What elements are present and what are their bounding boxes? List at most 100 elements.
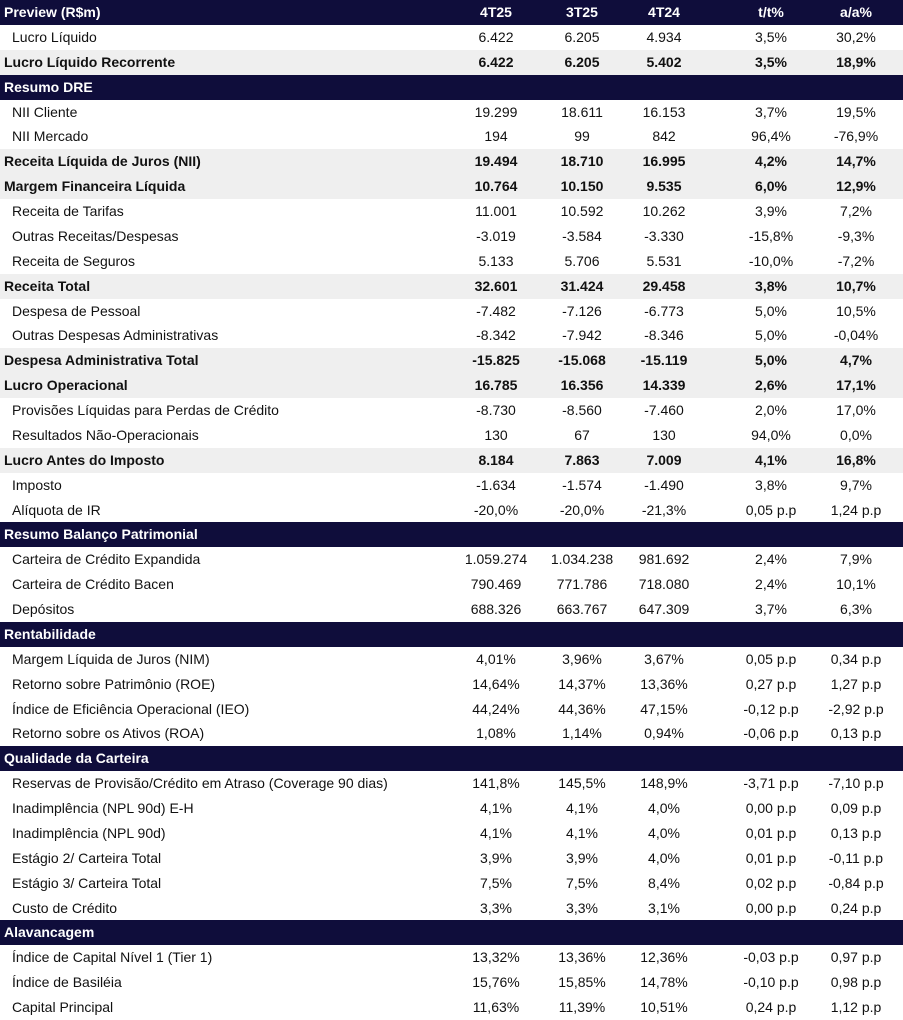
cell-value: 0,34 p.p — [830, 650, 882, 667]
row-label: Retorno sobre Patrimônio (ROE) — [12, 675, 216, 692]
cell-value: 3,8% — [755, 277, 787, 294]
table-header: Preview (R$m) 4T25 3T25 4T24 t/t% a/a% — [0, 0, 903, 25]
section-title: Qualidade da Carteira — [4, 750, 149, 767]
table-row: Estágio 2/ Carteira Total 3,9% 3,9% 4,0% 0,0… — [0, 846, 903, 871]
cell-value: 5.531 — [646, 252, 682, 269]
row-label: Alíquota de IR — [12, 501, 101, 518]
cell-value: 7.863 — [564, 451, 600, 468]
cell-value: -8.560 — [562, 402, 602, 418]
cell-value: 7.009 — [646, 451, 682, 468]
cell-value: 16.356 — [560, 377, 604, 394]
cell-value: 11.001 — [475, 203, 517, 219]
section-title: Rentabilidade — [4, 625, 96, 642]
table-row: Outras Despesas Administrativas -8.342 -7.… — [0, 323, 903, 348]
cell-value: 17,1% — [836, 377, 876, 394]
cell-value: -76,9% — [833, 128, 879, 145]
cell-value: 5.706 — [564, 252, 600, 269]
row-label: Estágio 3/ Carteira Total — [12, 874, 162, 891]
cell-value: 10.592 — [560, 203, 604, 219]
table-row: Reservas de Provisão/Crédito em Atraso (… — [0, 771, 903, 796]
row-label: NII Mercado — [12, 128, 89, 145]
row-label: Índice de Eficiência Operacional (IEO) — [12, 700, 250, 717]
cell-value: 5,0% — [755, 352, 787, 369]
cell-value: 5.402 — [646, 53, 682, 70]
cell-value: 1,27 p.p — [830, 675, 882, 692]
cell-value: 0,02 p.p — [745, 874, 797, 891]
table-row: Carteira de Crédito Bacen 790.469 771.786 7… — [0, 572, 903, 597]
cell-value: -7.482 — [476, 302, 516, 319]
cell-value: -0,06 p.p — [743, 725, 799, 742]
table-row: Custo de Crédito 3,3% 3,3% 3,1% 0,00 p.p 0,24… — [0, 896, 903, 921]
cell-value: 3,5% — [755, 28, 787, 45]
cell-value: 18.611 — [561, 103, 603, 120]
cell-value: 67 — [574, 426, 590, 443]
cell-value: 4,1% — [566, 824, 598, 841]
row-label: Outras Receitas/Despesas — [12, 227, 179, 244]
cell-value: 14,78% — [640, 974, 688, 991]
table-row: Receita de Tarifas 11.001 10.592 10.262 3,9%… — [0, 199, 903, 224]
cell-value: 0,00 p.p — [745, 800, 797, 816]
row-label: Carteira de Crédito Bacen — [12, 576, 174, 593]
cell-value: 2,0% — [755, 402, 787, 418]
cell-value: 0,24 p.p — [830, 899, 882, 916]
cell-value: -15.119 — [640, 352, 688, 369]
cell-value: 0,98 p.p — [830, 974, 882, 991]
cell-value: 4,0% — [648, 800, 680, 816]
row-label: Lucro Antes do Imposto — [4, 451, 165, 468]
cell-value: -0,84 p.p — [828, 874, 884, 891]
section-title: Resumo DRE — [4, 78, 93, 95]
cell-value: 0,09 p.p — [830, 800, 882, 816]
row-label: Outras Despesas Administrativas — [12, 327, 219, 344]
cell-value: 663.767 — [556, 601, 608, 617]
cell-value: 4,0% — [648, 824, 680, 841]
cell-value: 4,0% — [648, 849, 680, 866]
cell-value: 31.424 — [560, 277, 604, 294]
cell-value: 6.205 — [564, 28, 600, 45]
table-row: Lucro Antes do Imposto 8.184 7.863 7.009 4,1… — [0, 447, 903, 473]
table-row: Lucro Líquido 6.422 6.205 4.934 3,5% 30,2% — [0, 25, 903, 50]
cell-value: 647.309 — [638, 601, 690, 617]
cell-value: -15.068 — [558, 352, 606, 369]
cell-value: 6.422 — [478, 28, 514, 45]
cell-value: 7,2% — [840, 203, 872, 219]
cell-value: 3,9% — [480, 849, 512, 866]
cell-value: 15,76% — [472, 974, 520, 991]
table-row: Retorno sobre os Ativos (ROA) 1,08% 1,14% 0… — [0, 721, 903, 746]
row-label: Custo de Crédito — [12, 899, 118, 916]
cell-value: -0,10 p.p — [743, 974, 799, 991]
cell-value: 14.339 — [642, 377, 686, 394]
row-label: Despesa de Pessoal — [12, 302, 141, 319]
cell-value: -3.330 — [644, 227, 684, 244]
table-row: NII Cliente 19.299 18.611 16.153 3,7% 19,5% — [0, 100, 903, 125]
cell-value: 15,85% — [558, 974, 606, 991]
section-header: Resumo Balanço Patrimonial — [0, 522, 903, 548]
cell-value: 17,0% — [836, 402, 876, 418]
cell-value: -7,10 p.p — [828, 775, 884, 792]
row-label: Margem Financeira Líquida — [4, 178, 186, 195]
cell-value: 3,9% — [755, 203, 787, 219]
cell-value: -0,03 p.p — [743, 949, 799, 966]
cell-value: -3.584 — [562, 227, 602, 244]
cell-value: 0,94% — [644, 725, 684, 742]
row-label: Carteira de Crédito Expandida — [12, 551, 201, 568]
table-row: Capital Principal 11,63% 11,39% 10,51% 0,24 … — [0, 995, 903, 1020]
cell-value: 3,67% — [644, 650, 684, 667]
cell-value: 4,1% — [755, 451, 787, 468]
column-header: 3T25 — [566, 4, 598, 20]
cell-value: 4,1% — [566, 800, 598, 816]
cell-value: 130 — [484, 426, 508, 443]
cell-value: 16,8% — [836, 451, 876, 468]
cell-value: 14,64% — [472, 675, 520, 692]
cell-value: -9,3% — [837, 227, 875, 244]
cell-value: 29.458 — [642, 277, 686, 294]
cell-value: 4,01% — [476, 650, 516, 667]
cell-value: -15.825 — [472, 352, 520, 369]
cell-value: -0,12 p.p — [743, 700, 799, 717]
cell-value: 3,3% — [480, 899, 512, 916]
cell-value: 10,5% — [836, 302, 876, 319]
cell-value: 0,0% — [840, 426, 872, 443]
cell-value: 0,05 p.p — [745, 501, 797, 518]
table-row: Receita Total 32.601 31.424 29.458 3,8% 10,7% — [0, 273, 903, 299]
cell-value: 5.133 — [478, 252, 514, 269]
